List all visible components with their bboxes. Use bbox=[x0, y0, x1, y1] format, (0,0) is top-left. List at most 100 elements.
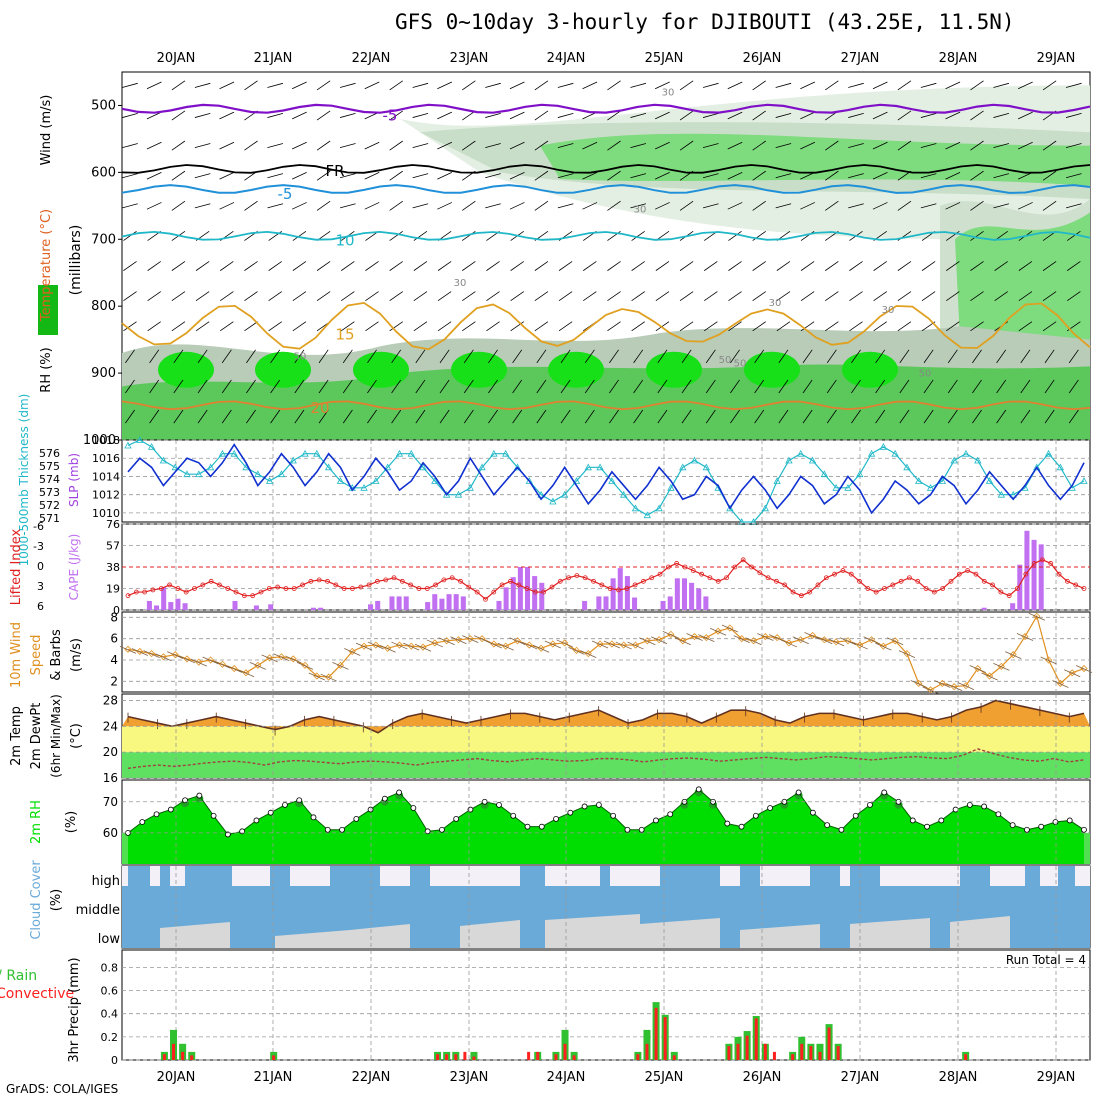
wind-barb bbox=[970, 170, 984, 181]
cape-bar bbox=[446, 594, 452, 610]
rh-cell-1 bbox=[255, 351, 311, 388]
li-marker bbox=[740, 557, 746, 563]
wind-barb bbox=[173, 379, 184, 394]
wind-barb bbox=[752, 321, 766, 332]
rh2m-marker bbox=[1052, 819, 1059, 825]
wind-barb bbox=[631, 231, 645, 241]
wind-barb bbox=[705, 349, 716, 364]
li-marker bbox=[757, 570, 763, 576]
precip-conv-bar bbox=[554, 1054, 558, 1060]
wind10-barb bbox=[627, 641, 644, 650]
li-marker bbox=[1040, 557, 1045, 563]
wind10-barb bbox=[898, 650, 916, 658]
wind-barb bbox=[510, 291, 524, 302]
wind-barb bbox=[267, 203, 284, 209]
wind-barb bbox=[778, 409, 789, 424]
wind-barb bbox=[437, 202, 453, 210]
wind10-marker bbox=[879, 642, 887, 650]
thickness-marker bbox=[442, 490, 451, 498]
thickness-marker bbox=[962, 449, 970, 457]
wind10-barb bbox=[1064, 669, 1081, 678]
wind10-marker bbox=[962, 682, 970, 690]
wind-barb bbox=[536, 349, 547, 364]
li-marker bbox=[990, 582, 995, 588]
thickness-marker bbox=[147, 442, 156, 450]
wind10-barb bbox=[957, 682, 975, 690]
wind10-barb bbox=[1075, 665, 1093, 673]
wind-barb bbox=[848, 173, 864, 179]
wind-barb bbox=[993, 203, 1010, 209]
wind-barb bbox=[584, 409, 595, 424]
wind-barb bbox=[681, 349, 692, 364]
wind-barb bbox=[364, 141, 380, 150]
wind-barb bbox=[534, 110, 549, 121]
rh2m-marker bbox=[1066, 817, 1073, 824]
wind10-speed-line bbox=[127, 614, 1085, 691]
wind-barb bbox=[584, 379, 595, 394]
wind-barb bbox=[509, 111, 525, 120]
precip-conv-bar bbox=[563, 1043, 567, 1060]
wind-barb bbox=[267, 143, 284, 149]
wind-barb bbox=[246, 349, 256, 364]
wind-barb bbox=[873, 261, 887, 271]
wind10-barb bbox=[639, 637, 656, 646]
wind10-barb bbox=[674, 637, 691, 646]
thickness-marker bbox=[1033, 463, 1041, 471]
wind-barb bbox=[221, 409, 232, 424]
wind-barb bbox=[1068, 349, 1079, 364]
cloud-row-label: low bbox=[98, 932, 121, 947]
rh2m-marker bbox=[1009, 822, 1016, 829]
precip-frame bbox=[121, 949, 1091, 1061]
wind-barb bbox=[146, 81, 162, 90]
pressure-tick-label: 500 bbox=[91, 98, 116, 113]
wind10-marker bbox=[596, 640, 604, 648]
wind-barb bbox=[1018, 261, 1033, 271]
wind-barb bbox=[365, 261, 379, 271]
rh2m-marker bbox=[724, 820, 731, 827]
wind-barb bbox=[923, 409, 934, 424]
wind-barb bbox=[122, 173, 138, 179]
thickness-marker bbox=[926, 483, 935, 491]
rh2m-marker bbox=[139, 819, 146, 825]
wind10-marker bbox=[384, 644, 392, 652]
wind-barb bbox=[437, 171, 453, 180]
wind-barb bbox=[993, 82, 1010, 88]
temp2m-axis-label-3: (6hr Min/Max) bbox=[49, 694, 63, 778]
wind-barb bbox=[509, 81, 525, 90]
wind10-barb bbox=[521, 641, 538, 650]
wind-barb bbox=[244, 261, 258, 271]
wind-barb bbox=[462, 291, 476, 302]
wind-barb bbox=[851, 409, 861, 424]
li-marker bbox=[1015, 586, 1020, 591]
wind-barb bbox=[752, 291, 766, 302]
wind-barb bbox=[1065, 203, 1082, 209]
cloud-unit-label: (%) bbox=[49, 889, 64, 912]
wind-barb bbox=[268, 261, 282, 271]
wind10-barb bbox=[544, 640, 562, 649]
wind-barb bbox=[582, 171, 598, 180]
wind10-barb bbox=[462, 635, 479, 644]
thickness-tick-label: 574 bbox=[39, 473, 60, 486]
wind-barb bbox=[485, 203, 501, 209]
wind-barb bbox=[897, 321, 912, 332]
wind10-barb bbox=[119, 645, 137, 654]
wind-barb bbox=[221, 379, 232, 394]
wind-barb bbox=[412, 82, 429, 88]
top-day-label: 20JAN bbox=[157, 51, 196, 66]
wind-barb bbox=[607, 321, 621, 332]
li-marker bbox=[1081, 586, 1087, 591]
wind-barb bbox=[558, 321, 573, 332]
wind10-barb bbox=[261, 654, 278, 663]
wind10-barb bbox=[745, 637, 762, 646]
rh2m-marker bbox=[524, 823, 531, 830]
wind-barb bbox=[1017, 141, 1033, 150]
wind-barb bbox=[972, 349, 982, 364]
li-marker bbox=[200, 582, 206, 588]
wind10-marker bbox=[148, 650, 156, 658]
wind10-marker bbox=[631, 641, 640, 649]
wind-barb bbox=[367, 349, 377, 364]
isotherm-line-3 bbox=[121, 230, 1091, 241]
wind10-marker bbox=[1056, 679, 1064, 688]
rh2m-marker bbox=[909, 817, 916, 824]
li-marker bbox=[1031, 561, 1037, 566]
